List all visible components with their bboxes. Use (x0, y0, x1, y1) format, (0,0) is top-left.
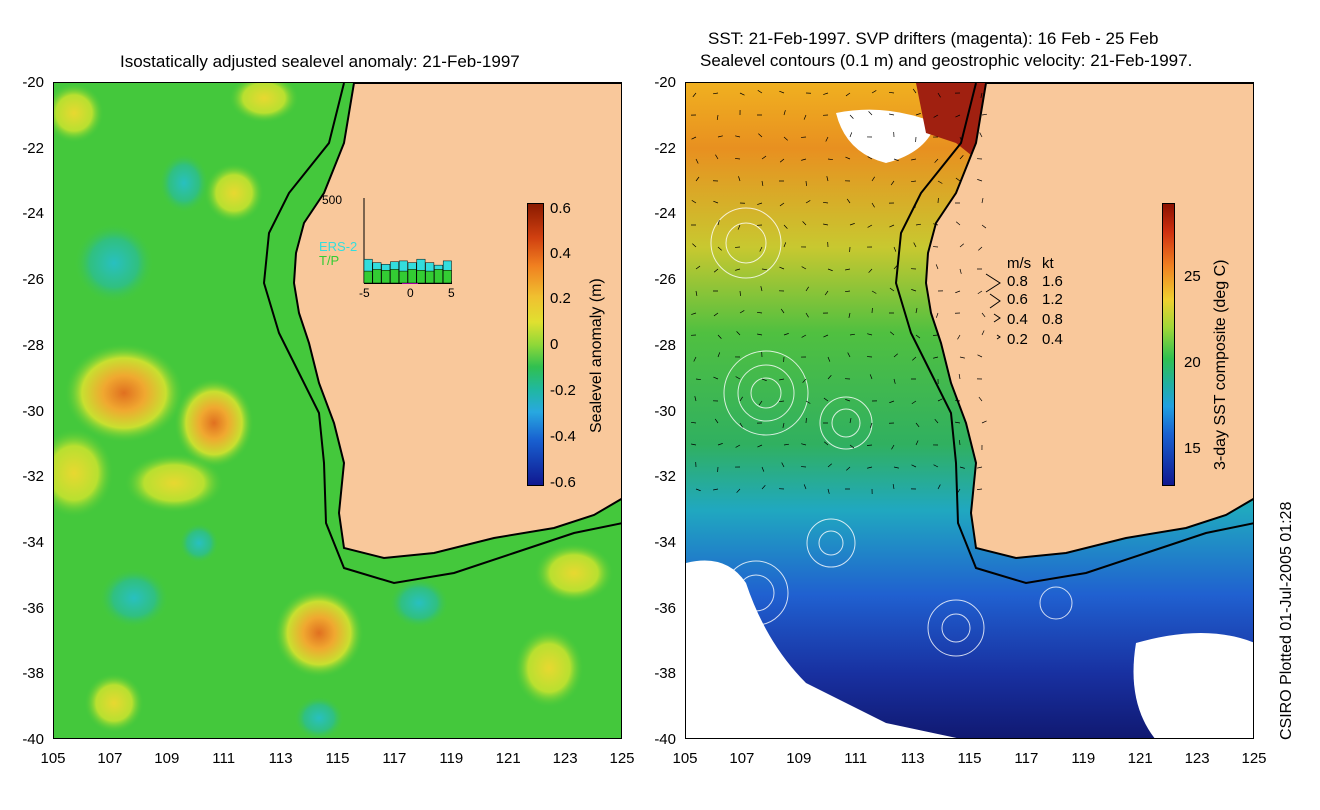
inset-ymax-label: 500 (322, 193, 343, 207)
left-y-tick--24: -24 (22, 205, 44, 223)
left-y-tick--32: -32 (22, 468, 44, 486)
left-y-tick--30: -30 (22, 402, 44, 420)
left-x-tick-111: 111 (212, 750, 236, 767)
inset-bar-tp (363, 270, 373, 284)
left-x-tick-109: 109 (154, 750, 180, 767)
sla-cbar-tick-neg0.4: -0.4 (550, 428, 576, 445)
left-x-tick-121: 121 (495, 750, 521, 767)
right-x-tick-119: 119 (1071, 750, 1096, 767)
sla-cbar-tick-0.4: 0.4 (550, 245, 571, 262)
right-x-tick-117: 117 (1014, 750, 1039, 767)
right-panel-title-line2: Sealevel contours (0.1 m) and geostrophi… (700, 51, 1193, 70)
inset-histogram (363, 198, 452, 284)
left-y-tick--26: -26 (22, 271, 44, 289)
inset-bar-tp (434, 269, 443, 284)
right-x-tick-113: 113 (900, 750, 925, 767)
left-y-tick--22: -22 (22, 139, 44, 157)
right-x-tick-121: 121 (1127, 750, 1153, 767)
sla-cbar-tick-neg0.2: -0.2 (550, 382, 576, 399)
left-x-tick-123: 123 (552, 750, 578, 767)
right-x-tick-105: 105 (672, 750, 698, 767)
left-y-tick--34: -34 (22, 533, 44, 551)
left-x-tick-119: 119 (439, 750, 464, 767)
inset-xtick-neg5: -5 (359, 286, 370, 300)
sla-colorbar (527, 203, 544, 486)
sst-colorbar (1162, 203, 1175, 486)
right-y-tick--36: -36 (654, 599, 676, 617)
inset-label-tp: T/P (319, 253, 340, 268)
sla-colorbar-title: Sealevel anomaly (m) (588, 278, 605, 433)
right-x-tick-111: 111 (844, 750, 868, 767)
right-x-tick-107: 107 (729, 750, 755, 767)
inset-bar-tp (407, 269, 417, 284)
sst-cbar-tick-15: 15 (1184, 440, 1201, 457)
sst-map-graphic (686, 83, 1253, 738)
sst-cbar-tick-25: 25 (1184, 268, 1201, 285)
velocity-arrows (690, 88, 987, 495)
left-x-tick-107: 107 (97, 750, 123, 767)
left-y-tick--36: -36 (22, 599, 44, 617)
legend-header-ms: m/s (1007, 255, 1032, 272)
plot-credit: CSIRO Plotted 01-Jul-2005 01:28 (1278, 501, 1295, 740)
legend-ms-0.6: 0.6 (1007, 291, 1028, 308)
legend-kt-1.6: 1.6 (1042, 273, 1063, 290)
right-x-tick-123: 123 (1184, 750, 1210, 767)
left-x-tick-117: 117 (382, 750, 407, 767)
inset-bar-tp (372, 269, 382, 284)
sst-cbar-tick-20: 20 (1184, 354, 1201, 371)
left-x-tick-105: 105 (40, 750, 66, 767)
right-y-tick--26: -26 (654, 271, 676, 289)
legend-kt-1.2: 1.2 (1042, 291, 1063, 308)
right-x-tick-115: 115 (957, 750, 982, 767)
right-panel-title-line1: SST: 21-Feb-1997. SVP drifters (magenta)… (708, 29, 1159, 48)
legend-kt-0.8: 0.8 (1042, 311, 1063, 328)
right-y-tick--22: -22 (654, 139, 676, 157)
legend-ms-0.8: 0.8 (1007, 273, 1028, 290)
inset-label-ers2: ERS-2 (319, 239, 358, 254)
inset-bar-tp (398, 270, 408, 284)
legend-header-kt: kt (1042, 255, 1054, 272)
left-panel-title: Isostatically adjusted sealevel anomaly:… (120, 52, 520, 71)
left-x-tick-113: 113 (268, 750, 293, 767)
sla-map: 500 ERS-2 T/P -5 0 5 (53, 82, 622, 739)
left-y-tick--38: -38 (22, 665, 44, 683)
legend-arrows (985, 273, 1001, 340)
right-y-tick--30: -30 (654, 402, 676, 420)
inset-bar-tp (416, 270, 426, 284)
right-y-tick--34: -34 (654, 533, 676, 551)
right-x-tick-125: 125 (1241, 750, 1267, 767)
inset-bar-tp (442, 270, 452, 284)
sla-cbar-tick-0.2: 0.2 (550, 290, 571, 307)
legend-ms-0.4: 0.4 (1007, 311, 1028, 328)
inset-bar-tp (381, 270, 391, 284)
right-y-tick--24: -24 (654, 205, 676, 223)
left-y-tick--28: -28 (22, 336, 44, 354)
sst-map (685, 82, 1254, 739)
sla-cbar-tick-0.6: 0.6 (550, 200, 571, 217)
right-y-tick--38: -38 (654, 665, 676, 683)
sla-cbar-tick-0: 0 (550, 336, 559, 353)
sst-colorbar-title: 3-day SST composite (deg C) (1212, 259, 1229, 470)
legend-ms-0.2: 0.2 (1007, 331, 1028, 348)
left-y-tick--20: -20 (22, 74, 44, 91)
inset-bar-tp (390, 269, 399, 284)
inset-xtick-0: 0 (407, 286, 414, 300)
left-x-tick-115: 115 (325, 750, 350, 767)
inset-xtick-5: 5 (448, 286, 455, 300)
right-y-tick--32: -32 (654, 468, 676, 486)
right-y-tick--40: -40 (654, 731, 676, 748)
left-y-tick--40: -40 (22, 731, 44, 748)
sla-cbar-tick-neg0.6: -0.6 (550, 474, 576, 491)
right-y-tick--20: -20 (654, 74, 676, 91)
right-y-tick--28: -28 (654, 336, 676, 354)
left-x-tick-125: 125 (609, 750, 635, 767)
right-x-tick-109: 109 (786, 750, 812, 767)
sla-map-graphic (54, 83, 621, 738)
inset-bar-tp (425, 270, 435, 284)
legend-kt-0.4: 0.4 (1042, 331, 1063, 348)
